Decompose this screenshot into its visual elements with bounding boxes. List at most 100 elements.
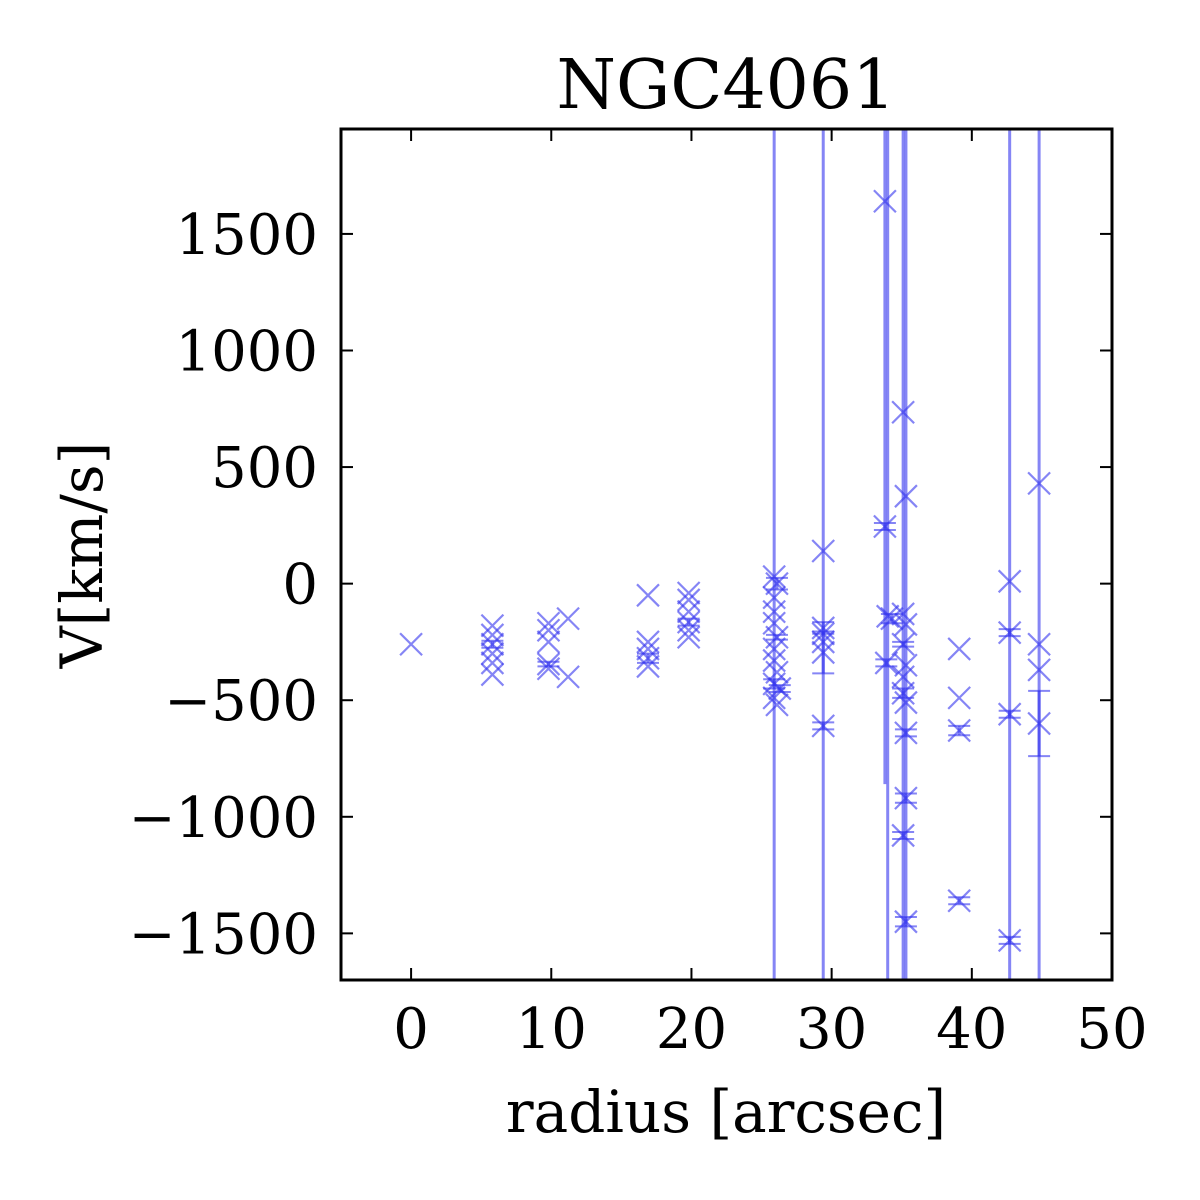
data-point <box>636 646 660 671</box>
x-axis-label: radius [arcsec] <box>506 1078 946 1146</box>
x-marker <box>676 581 701 605</box>
x-marker <box>480 632 505 657</box>
data-point <box>880 606 904 631</box>
data-point <box>765 571 789 596</box>
x-marker <box>891 665 915 689</box>
x-marker <box>997 702 1022 726</box>
y-tick-label: 500 <box>211 436 318 501</box>
x-marker <box>636 654 660 679</box>
x-marker <box>480 651 505 675</box>
x-tick-label: 10 <box>516 997 587 1062</box>
data-point <box>762 599 786 624</box>
data-point <box>762 686 786 710</box>
x-marker <box>480 662 505 687</box>
data-point <box>894 612 918 637</box>
data-point <box>891 665 915 689</box>
data-point <box>894 909 918 934</box>
data-point <box>636 630 660 654</box>
x-tick-label: 20 <box>656 997 727 1062</box>
x-marker <box>894 721 918 745</box>
plot-frame <box>339 127 1114 982</box>
data-point <box>873 514 897 539</box>
x-tick-label: 0 <box>393 997 429 1062</box>
x-marker <box>676 625 701 650</box>
data-point <box>676 618 701 643</box>
data-point <box>676 625 701 650</box>
data-point <box>811 714 836 738</box>
y-tick-label: −1000 <box>129 786 318 851</box>
x-marker <box>811 714 836 738</box>
data-point <box>997 702 1022 726</box>
x-marker <box>891 823 915 848</box>
x-marker <box>636 646 660 671</box>
data-point <box>636 637 660 661</box>
y-tick-label: −1500 <box>129 902 318 967</box>
data-point <box>997 620 1022 645</box>
data-point <box>765 625 789 650</box>
x-marker <box>894 786 918 810</box>
data-point <box>1027 632 1051 657</box>
y-tick-label: 0 <box>282 553 318 618</box>
x-marker <box>891 632 915 657</box>
x-marker <box>947 686 971 710</box>
data-point <box>891 632 915 657</box>
x-marker <box>811 539 836 563</box>
data-point <box>894 690 918 715</box>
x-marker <box>536 656 561 681</box>
y-axis-label: V[km/s] <box>48 442 116 670</box>
data-point <box>556 665 580 689</box>
x-marker <box>676 588 701 612</box>
x-marker <box>1027 632 1051 657</box>
x-marker <box>997 620 1022 645</box>
x-marker <box>1027 471 1051 496</box>
x-marker <box>947 888 971 913</box>
x-tick-label: 30 <box>796 997 867 1062</box>
x-marker <box>894 909 918 934</box>
data-point <box>536 630 561 654</box>
data-point <box>811 630 836 675</box>
x-marker <box>636 583 660 608</box>
data-point <box>480 651 505 675</box>
x-marker <box>891 400 915 425</box>
data-point <box>997 129 1022 980</box>
x-marker <box>947 718 971 743</box>
x-marker <box>762 564 786 589</box>
data-point <box>762 129 786 980</box>
x-marker <box>556 606 580 631</box>
x-marker <box>894 612 918 637</box>
x-marker <box>480 613 505 638</box>
x-marker <box>536 611 561 636</box>
y-tick-label: 1000 <box>175 319 318 384</box>
x-marker <box>765 693 789 717</box>
data-point <box>536 618 561 643</box>
x-marker <box>1027 711 1051 736</box>
data-point <box>811 129 836 980</box>
x-marker <box>762 686 786 710</box>
data-point <box>556 606 580 631</box>
x-marker <box>676 618 701 643</box>
data-point <box>947 888 971 913</box>
x-marker <box>636 630 660 654</box>
x-marker <box>480 623 505 647</box>
data-point <box>873 129 897 785</box>
x-marker <box>947 637 971 661</box>
plot-marks <box>399 129 1051 980</box>
data-point <box>480 662 505 687</box>
data-point <box>1027 129 1051 980</box>
data-point <box>947 686 971 710</box>
data-point <box>536 611 561 636</box>
data-point <box>762 611 786 636</box>
data-point <box>536 656 561 681</box>
x-marker <box>891 681 915 706</box>
data-point <box>1027 658 1051 682</box>
data-point <box>762 637 786 661</box>
data-point <box>676 588 701 612</box>
x-marker <box>536 630 561 654</box>
x-marker <box>399 632 423 657</box>
data-point <box>636 583 660 608</box>
x-tick-label: 40 <box>936 997 1007 1062</box>
data-point <box>1027 689 1051 758</box>
x-marker <box>873 514 897 539</box>
